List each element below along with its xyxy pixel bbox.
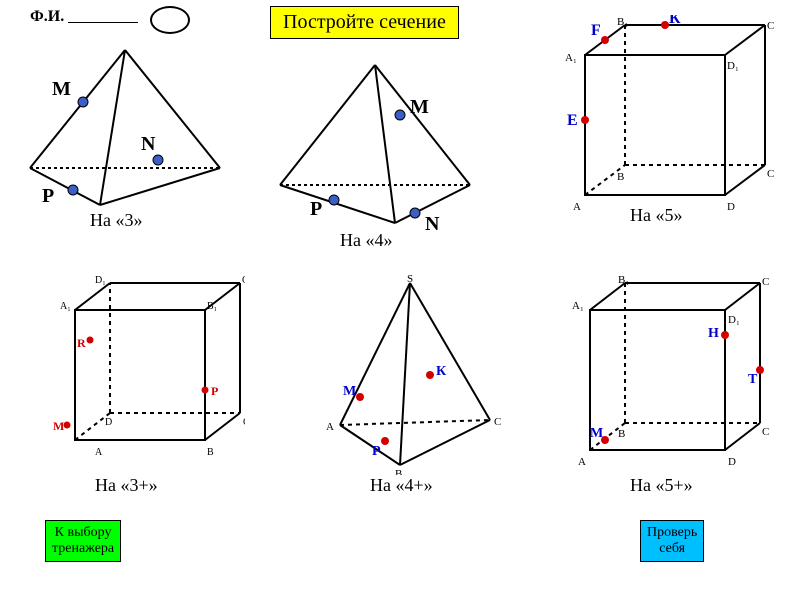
svg-text:B₁: B₁ [207,301,217,312]
page-title: Постройте сечение [270,6,459,39]
svg-text:Н: Н [708,326,719,341]
svg-text:A: A [578,456,586,468]
svg-text:C: C [767,168,774,180]
trainer-button[interactable]: К выбору тренажера [45,520,121,562]
svg-text:C₁: C₁ [762,276,770,288]
svg-text:К: К [669,15,681,27]
svg-text:C: C [762,426,769,438]
svg-text:A₁: A₁ [572,300,584,312]
svg-text:P: P [372,444,381,459]
caption-3: На «5» [630,205,683,226]
svg-text:M: M [52,78,71,100]
svg-text:F: F [591,22,601,39]
svg-text:N: N [141,133,156,155]
figure-2: M P N [270,55,480,235]
svg-text:E: E [567,112,578,129]
svg-text:D₁: D₁ [95,275,106,286]
svg-text:B: B [617,171,624,183]
svg-text:M: M [53,419,64,433]
caption-1: На «3» [90,210,143,231]
fi-label: Ф.И. [30,8,64,26]
svg-text:C: C [494,416,501,428]
svg-text:A₁: A₁ [565,52,577,64]
svg-text:A: A [95,447,103,458]
svg-text:A: A [326,421,334,433]
svg-text:К: К [436,364,447,379]
svg-text:B: B [618,428,625,440]
svg-text:B: B [207,447,214,458]
svg-text:B₁: B₁ [617,16,628,28]
svg-text:D₁: D₁ [728,314,740,326]
svg-text:C: C [243,417,245,428]
caption-6: На «5+» [630,475,693,496]
svg-text:R: R [77,336,86,350]
svg-text:M: M [410,96,429,118]
figure-1: M N P [20,40,230,220]
svg-text:M: M [590,426,603,441]
svg-text:B₁: B₁ [618,275,629,286]
svg-text:S: S [407,275,413,285]
figure-5: S A B C M P К [310,275,510,475]
caption-4: На «3+» [95,475,158,496]
svg-text:D: D [105,417,112,428]
svg-text:A: A [573,201,581,213]
caption-5: На «4+» [370,475,433,496]
fi-underline [68,22,138,23]
svg-text:M: M [343,384,356,399]
check-button[interactable]: Проверь себя [640,520,704,562]
svg-text:D₁: D₁ [727,60,739,72]
svg-text:T: T [748,372,758,387]
svg-text:C₁: C₁ [767,20,775,32]
figure-6: A B C D A₁ B₁ C₁ D₁ M Н T [560,275,770,475]
svg-text:D: D [728,456,736,468]
figure-4: A B C D A₁ B₁ C₁ D₁ M R P [45,275,245,465]
svg-text:N: N [425,213,440,235]
svg-text:B: B [395,468,402,475]
svg-text:C₁: C₁ [242,275,245,286]
caption-2: На «4» [340,230,393,251]
svg-text:D: D [727,201,735,213]
svg-text:P: P [211,384,218,398]
svg-text:P: P [310,198,322,220]
header-oval [150,6,190,34]
svg-text:A₁: A₁ [60,301,71,312]
svg-text:P: P [42,185,54,207]
figure-3: A B C D A₁ B₁ C₁ D₁ E F К [555,15,775,215]
